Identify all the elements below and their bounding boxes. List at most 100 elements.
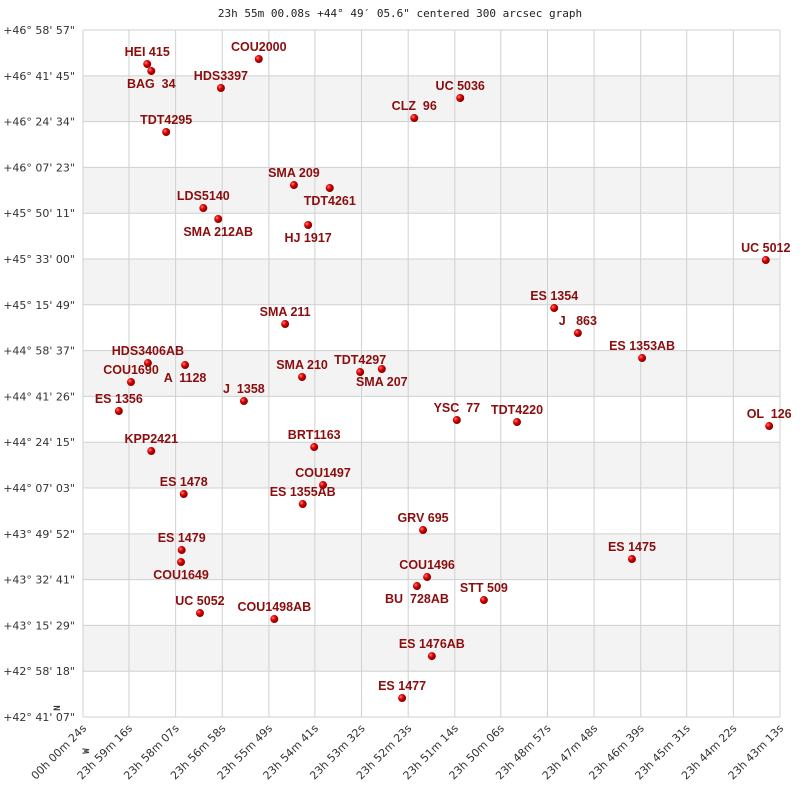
star-point [281,320,290,329]
y-tick-label: +43° 49' 52" [3,528,75,541]
star-label: COU2000 [231,40,287,54]
star-label: SMA 207 [356,375,408,389]
star-label: ES 1477 [378,679,426,693]
star-point [162,128,171,137]
star-label: CLZ 96 [392,99,437,113]
star-label: STT 509 [460,581,508,595]
band [83,75,780,122]
star-point [356,368,365,377]
star-label: ES 1478 [160,475,208,489]
compass-west: W [82,748,92,754]
star-label: J 863 [559,314,597,328]
star-point [147,66,156,75]
star-label: TDT4297 [334,353,386,367]
y-tick-label: +44° 41' 26" [3,390,75,403]
band [83,167,780,214]
star-label: HJ 1917 [284,231,331,245]
star-point [310,443,319,452]
star-point [239,397,248,406]
y-tick-label: +44° 24' 15" [3,436,75,449]
star-point [270,615,279,624]
band [83,442,780,489]
star-label: BAG 34 [127,77,176,91]
star-point [147,447,156,456]
star-label: TDT4220 [491,403,543,417]
band [83,259,780,305]
star-point [638,354,647,363]
star-point [298,500,307,509]
star-label: HEI 415 [125,45,170,59]
y-tick-label: +45° 33' 00" [3,253,75,266]
star-point [452,416,461,425]
star-point [143,359,152,368]
star-point [325,184,334,193]
y-tick-label: +42° 41' 07" [3,711,75,724]
y-tick-label: +45° 50' 11" [3,207,75,220]
star-labels: HEI 415 BAG 34 COU2000 HDS3397 UC 5036 CLZ 96… [95,40,792,693]
star-label: HDS3406AB [112,344,184,358]
star-point [479,596,488,605]
star-label: J 1358 [223,382,265,396]
star-label: SMA 211 [260,305,311,319]
star-label: HDS3397 [194,69,248,83]
star-point [765,422,774,431]
star-label: ES 1353AB [609,339,675,353]
star-point [318,481,327,490]
star-point [398,694,407,703]
star-label: UC 5036 [436,79,485,93]
star-point [298,373,307,382]
star-point [412,582,421,591]
band [83,625,780,672]
star-point [214,215,223,224]
star-label: ES 1475 [608,540,656,554]
star-point [550,304,559,313]
y-tick-label: +42° 58' 18" [3,665,75,678]
star-label: COU1498AB [237,600,311,614]
star-label: BU 728AB [385,592,449,606]
star-label: UC 5012 [741,241,790,255]
star-label: KPP2421 [125,432,179,446]
star-point [177,546,186,555]
star-point [573,329,582,338]
star-label: COU1649 [153,568,209,582]
star-label: COU1496 [399,558,455,572]
compass-north: N [53,705,63,710]
star-label: ES 1476AB [399,637,465,651]
star-point [419,526,428,535]
star-point [216,83,225,92]
y-tick-label: +45° 15' 49" [3,299,75,312]
star-label: ES 1356 [95,392,143,406]
star-point [177,558,186,567]
star-point [254,54,263,63]
y-tick-label: +46° 41' 45" [3,70,75,83]
y-tick-label: +44° 07' 03" [3,482,75,495]
star-label: YSC 77 [434,401,481,415]
star-label: ES 1354 [530,289,578,303]
y-tick-label: +44° 58' 37" [3,345,75,358]
star-label: SMA 212AB [183,225,253,239]
star-point [513,418,522,427]
star-point [143,60,152,69]
star-label: BRT1163 [288,428,341,442]
star-label: GRV 695 [397,511,448,525]
star-point [377,365,386,374]
grid-lines [82,29,781,718]
star-point [423,573,432,582]
star-point [289,181,298,190]
star-point [761,256,770,265]
y-tick-label: +43° 32' 41" [3,574,75,587]
y-axis-ticks: +46° 58' 57" +46° 41' 45" +46° 24' 34" +46°… [3,24,75,724]
star-point [456,93,465,102]
star-point [410,114,419,123]
star-label: OL 126 [747,407,792,421]
star-label: SMA 210 [276,358,328,372]
y-tick-label: +43° 15' 29" [3,619,75,632]
star-label: UC 5052 [175,594,224,608]
y-tick-label: +46° 07' 23" [3,161,75,174]
star-point [179,490,188,499]
star-point [195,609,204,618]
band [83,533,780,580]
band [83,350,780,397]
